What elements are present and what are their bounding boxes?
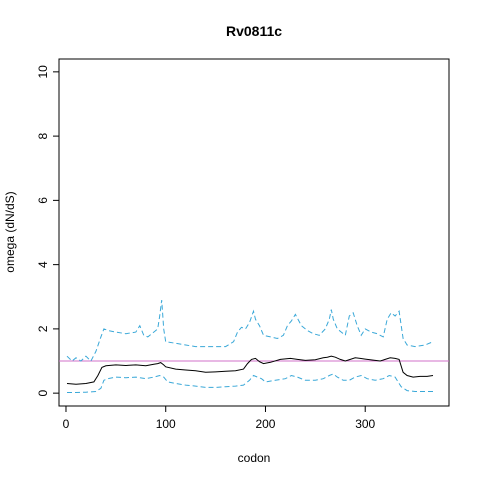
y-axis-title: omega (dN/dS) <box>3 191 17 272</box>
y-axis: 0 2 4 6 8 10 <box>36 65 59 396</box>
x-tick-label: 0 <box>63 417 70 431</box>
x-axis-title: codon <box>238 451 271 465</box>
series-line-upper-bound <box>66 299 434 362</box>
chart-title: Rv0811c <box>226 23 282 39</box>
series-layer <box>66 299 434 393</box>
x-tick-label: 200 <box>255 417 275 431</box>
series-line-estimate <box>66 355 434 385</box>
y-tick-label: 0 <box>36 389 50 396</box>
y-tick-label: 4 <box>36 261 50 268</box>
x-tick-label: 100 <box>156 417 176 431</box>
y-tick-label: 2 <box>36 325 50 332</box>
y-tick-label: 8 <box>36 132 50 139</box>
x-tick-label: 300 <box>355 417 375 431</box>
y-tick-label: 10 <box>36 65 50 79</box>
plot-frame <box>58 58 450 407</box>
x-axis: 0 100 200 300 <box>63 406 376 431</box>
y-tick-label: 6 <box>36 197 50 204</box>
